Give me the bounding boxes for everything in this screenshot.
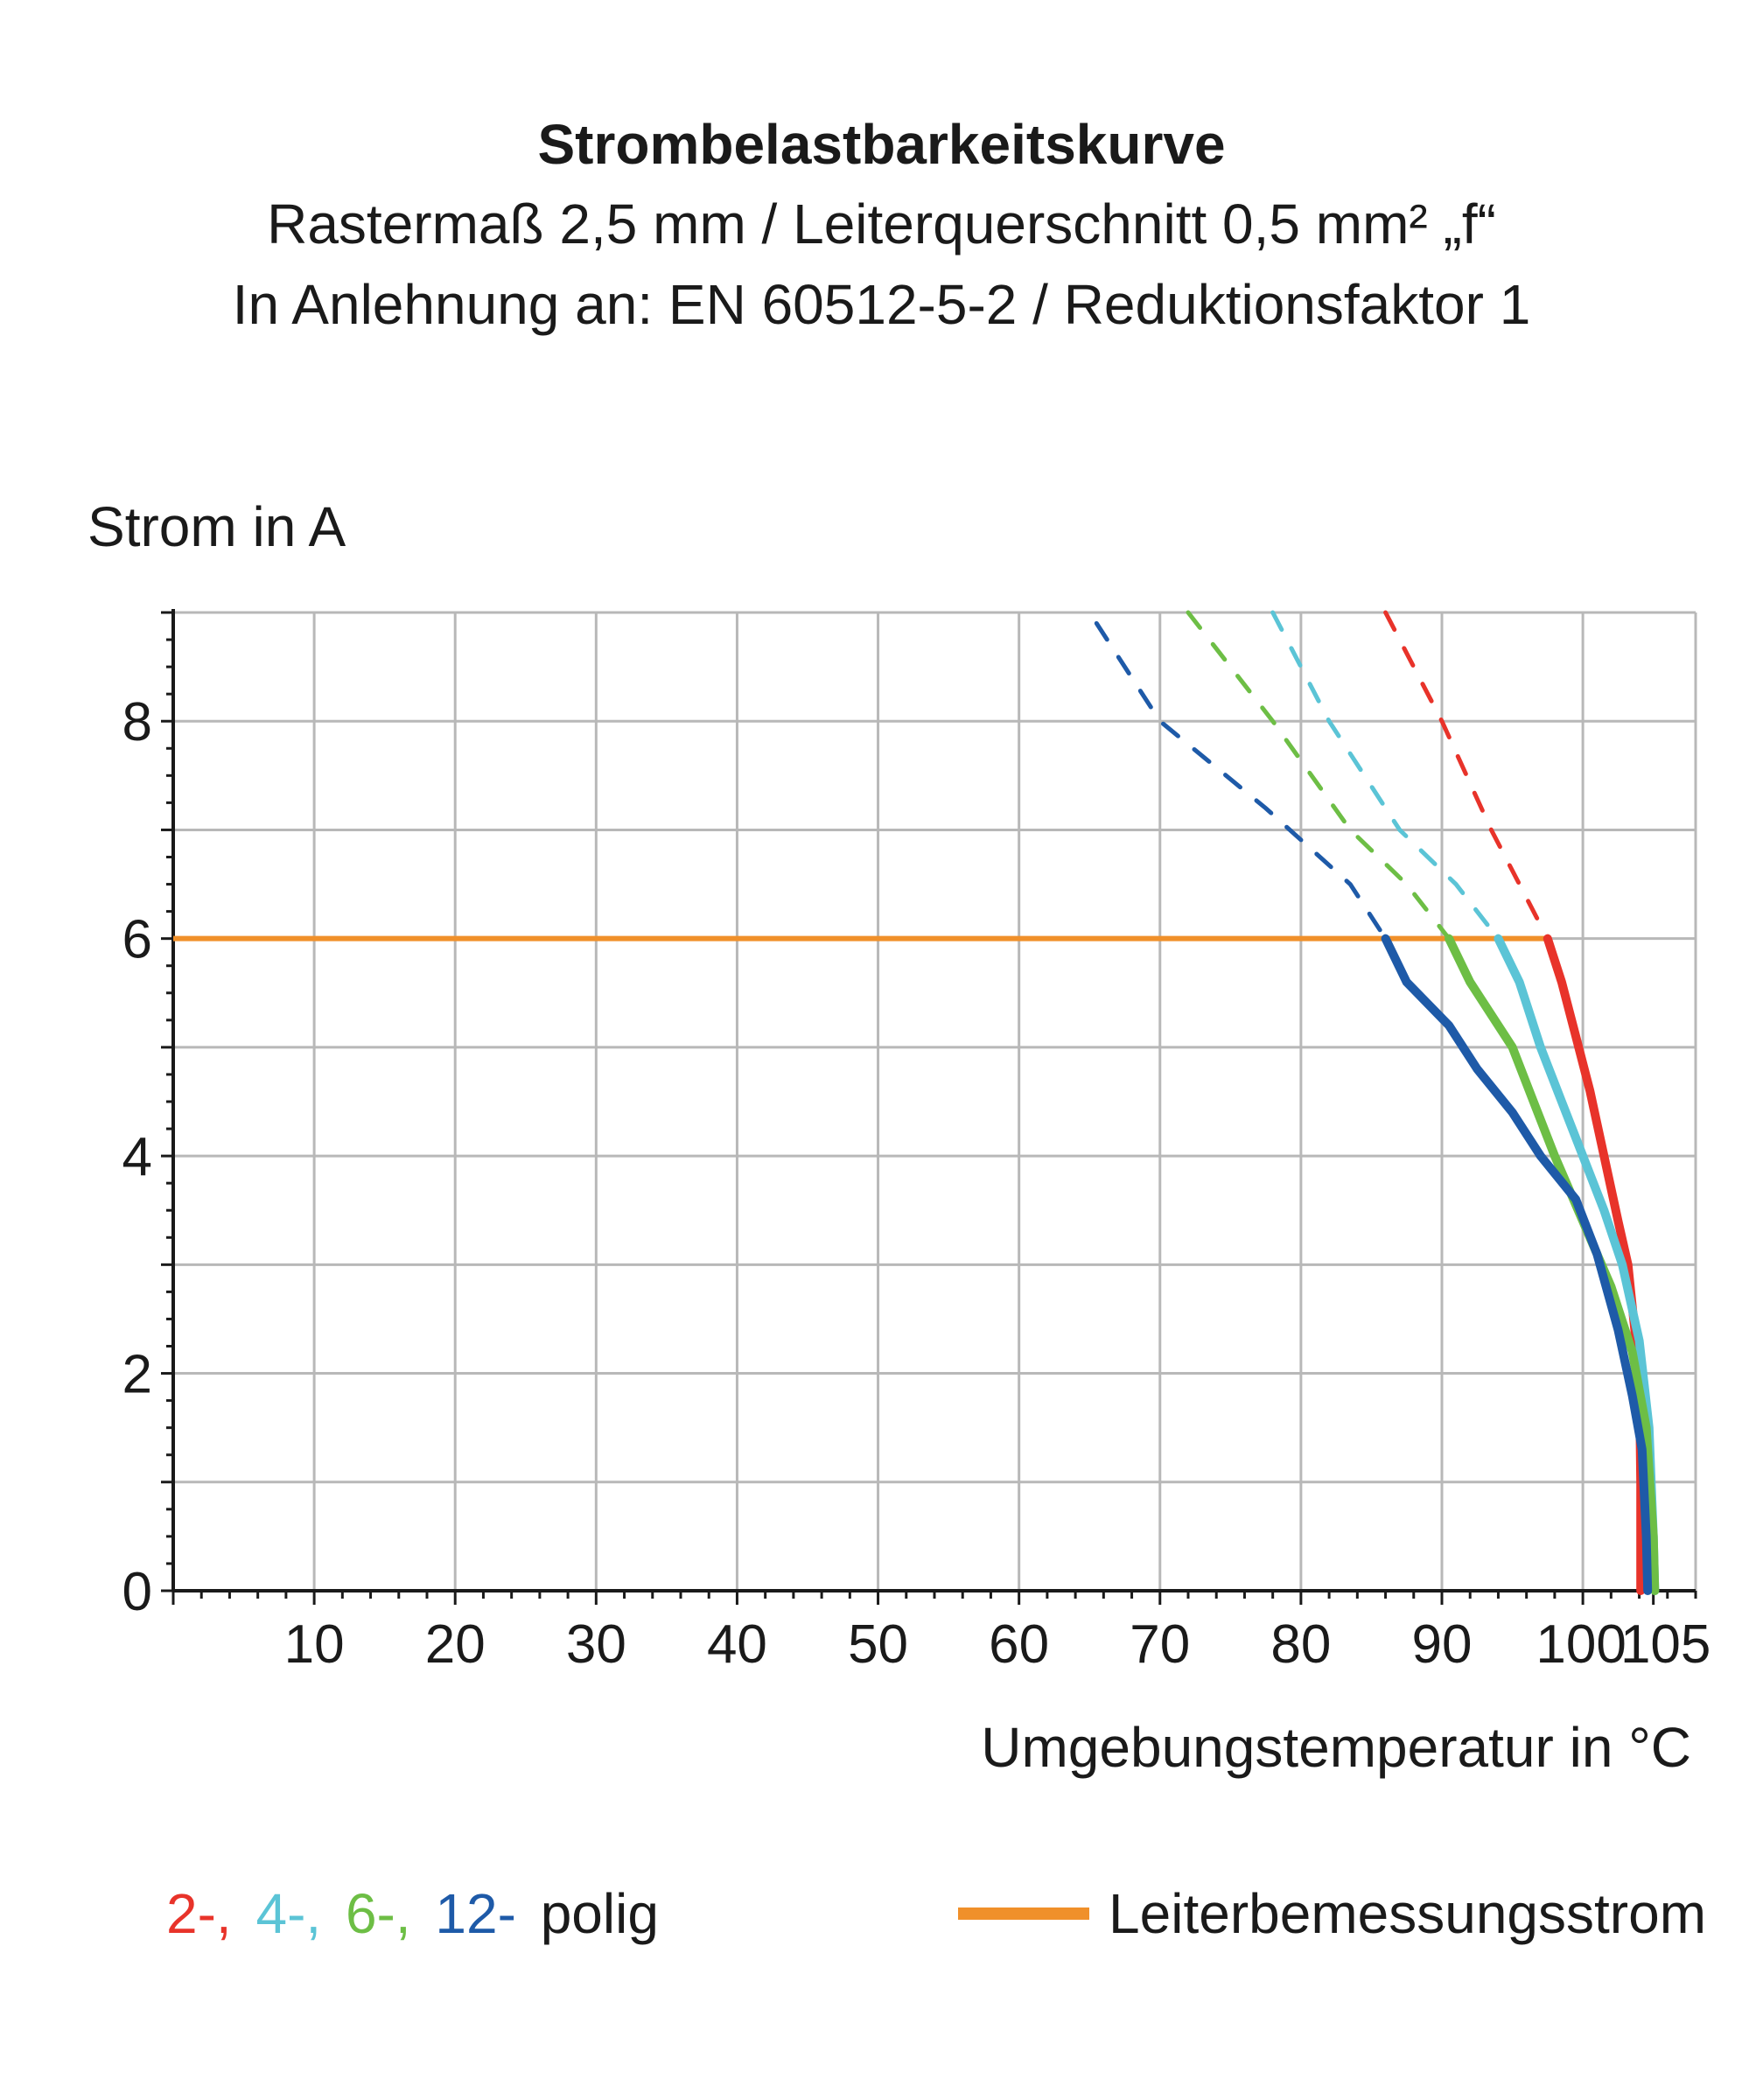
legend-item-4-polig: 4-, <box>255 1882 322 1945</box>
x-axis-label: Umgebungstemperatur in °C <box>981 1716 1691 1779</box>
legend-item-2-polig: 2-, <box>166 1882 232 1945</box>
x-tick-label: 60 <box>989 1614 1049 1675</box>
legend-item-6-polig: 6-, <box>345 1882 411 1945</box>
x-tick-label: 20 <box>425 1614 486 1675</box>
chart-subtitle-1: Rastermaß 2,5 mm / Leiterquerschnitt 0,5… <box>267 192 1496 256</box>
x-tick-label: 40 <box>707 1614 767 1675</box>
x-tick-label: 100 <box>1536 1614 1626 1675</box>
x-tick-label: 90 <box>1412 1614 1473 1675</box>
x-tick-label: 80 <box>1270 1614 1331 1675</box>
legend-reference: Leiterbemessungsstrom <box>958 1881 1706 1946</box>
x-tick-label: 30 <box>566 1614 626 1675</box>
chart-title: Strombelastbarkeitskurve <box>537 113 1226 176</box>
y-tick-label: 8 <box>122 692 152 752</box>
series-dashed-2 <box>1186 610 1452 942</box>
x-tick-label: 105 <box>1620 1614 1711 1675</box>
y-tick-label: 0 <box>122 1562 152 1622</box>
legend-series: 2-, 4-, 6-, 12- polig <box>166 1881 668 1946</box>
legend: 2-, 4-, 6-, 12- polig Leiterbemessungsst… <box>166 1881 1706 1960</box>
legend-item-polig: polig <box>540 1882 659 1945</box>
y-tick-label: 2 <box>122 1345 152 1405</box>
legend-item-12-polig: 12- <box>435 1882 516 1945</box>
chart-titles: Strombelastbarkeitskurve Rastermaß 2,5 m… <box>0 105 1763 345</box>
series-dashed-1 <box>1270 610 1501 942</box>
series-solid-3 <box>1381 934 1653 1595</box>
legend-reference-swatch <box>958 1908 1090 1920</box>
x-tick-label: 50 <box>848 1614 908 1675</box>
series-dashed-0 <box>1383 610 1550 942</box>
series-dashed-3 <box>1094 620 1389 942</box>
x-tick-label: 70 <box>1130 1614 1190 1675</box>
y-tick-label: 6 <box>122 910 152 970</box>
y-tick-label: 4 <box>122 1127 152 1187</box>
chart-subtitle-2: In Anlehnung an: EN 60512-5-2 / Reduktio… <box>232 273 1531 336</box>
legend-reference-label: Leiterbemessungsstrom <box>1109 1882 1706 1945</box>
y-axis-label: Strom in A <box>87 495 346 558</box>
x-tick-label: 10 <box>284 1614 345 1675</box>
